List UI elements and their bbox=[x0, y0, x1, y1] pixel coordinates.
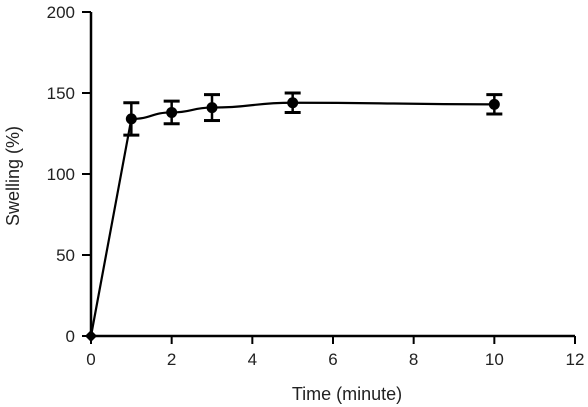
x-axis-title: Time (minute) bbox=[292, 384, 402, 404]
x-tick-label: 6 bbox=[328, 350, 337, 369]
y-tick-label: 150 bbox=[47, 84, 75, 103]
data-point bbox=[206, 102, 218, 114]
y-tick-label: 0 bbox=[66, 327, 75, 346]
y-tick-label: 50 bbox=[56, 246, 75, 265]
x-tick-label: 4 bbox=[248, 350, 257, 369]
series-layer bbox=[85, 91, 503, 342]
y-tick-label: 100 bbox=[47, 165, 75, 184]
y-axis-ticks: 0 50 100 150 200 bbox=[47, 3, 91, 346]
series-line bbox=[89, 101, 495, 337]
y-tick-label: 200 bbox=[47, 3, 75, 22]
x-axis-ticks: 0 2 4 6 8 10 12 bbox=[86, 336, 584, 369]
data-point bbox=[488, 98, 500, 110]
x-tick-label: 0 bbox=[86, 350, 95, 369]
x-tick-label: 10 bbox=[485, 350, 504, 369]
plot-area: 0 50 100 150 200 0 2 4 6 8 10 12 bbox=[47, 3, 585, 369]
x-tick-label: 12 bbox=[566, 350, 585, 369]
data-point bbox=[166, 106, 178, 118]
x-tick-label: 8 bbox=[409, 350, 418, 369]
x-tick-label: 2 bbox=[167, 350, 176, 369]
y-axis-title: Swelling (%) bbox=[3, 126, 23, 226]
data-point bbox=[287, 97, 299, 109]
data-point bbox=[125, 113, 137, 125]
data-point bbox=[85, 330, 97, 342]
